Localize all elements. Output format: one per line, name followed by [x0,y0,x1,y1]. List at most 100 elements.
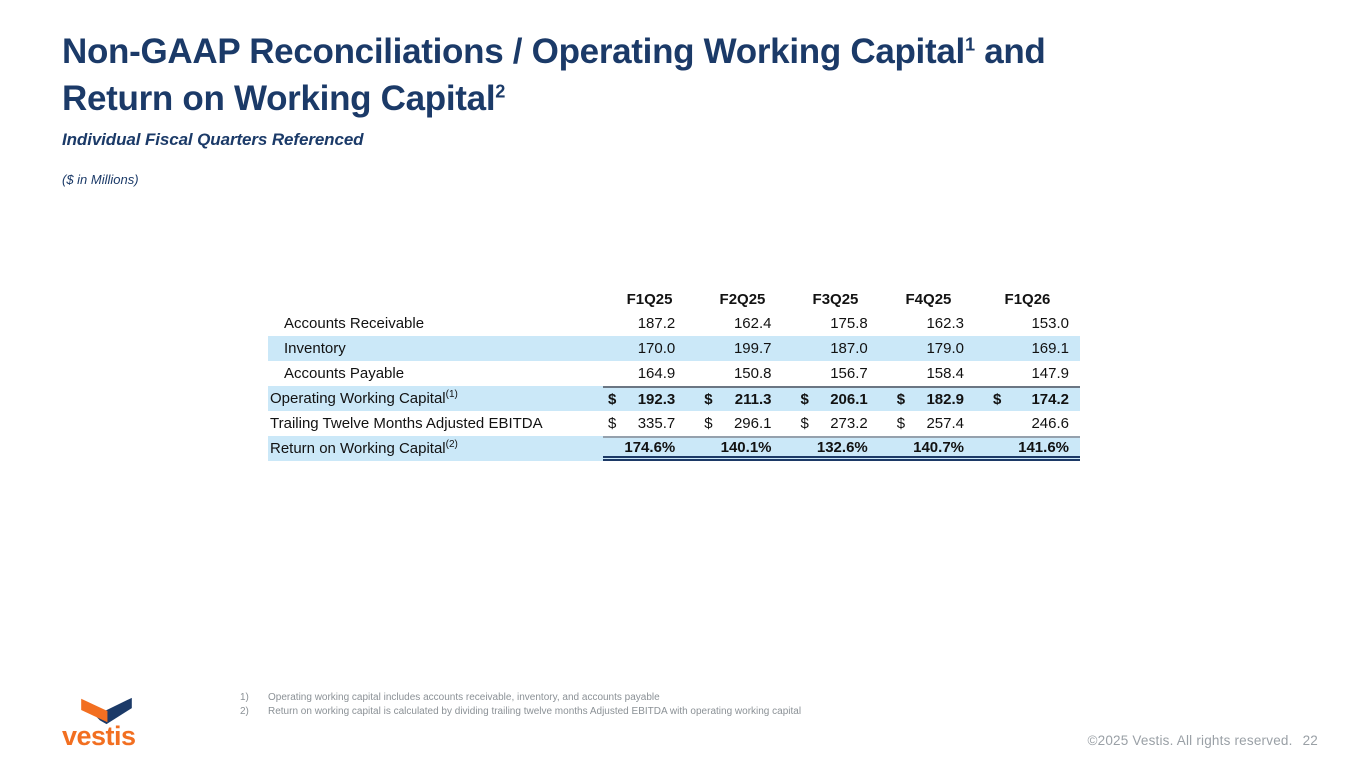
cell-value: 170.0 [637,340,676,357]
currency-symbol: $ [608,391,617,408]
column-header: F4Q25 [882,287,975,311]
column-header-label: F2Q25 [719,290,766,308]
currency-symbol: $ [896,415,906,432]
cell-value: 169.1 [1031,340,1069,357]
cell-value: 153.0 [1031,315,1069,332]
cell-value: 296.1 [733,415,772,432]
cell-value: 273.2 [830,415,868,432]
table-cell: 174.6% [603,438,699,456]
table-cell: $211.3 [699,388,795,411]
cell-value: 158.4 [926,365,964,382]
table-header-row: F1Q25 F2Q25 F3Q25 F4Q25 F1Q26 [268,287,1080,311]
page-title-line-1: Non-GAAP Reconciliations / Operating Wor… [62,28,1046,75]
row-label: Accounts Payable [284,365,405,382]
title-footnote-ref-2: 2 [495,81,506,102]
cell-value: 141.6% [1018,438,1069,456]
units-note: ($ in Millions) [62,172,139,187]
table-row-accounts-receivable: Accounts Receivable 187.2 162.4 175.8 16… [268,311,1080,336]
cell-value: 187.2 [637,315,676,332]
table-cell: $206.1 [796,388,892,411]
row-values: $192.3 $211.3 $206.1 $182.9 $174.2 [603,386,1080,411]
cell-value: 156.7 [830,365,868,382]
column-header: F2Q25 [696,287,789,311]
title-block: Non-GAAP Reconciliations / Operating Wor… [62,28,1046,187]
cell-value: 335.7 [637,415,676,432]
cell-value: 192.3 [637,391,676,408]
row-label: Return on Working Capital(2) [268,436,603,461]
cell-value: 257.4 [926,415,964,432]
table-cell: $174.2 [988,388,1080,411]
working-capital-table: F1Q25 F2Q25 F3Q25 F4Q25 F1Q26 Accounts R… [268,287,1080,461]
table-cell: 140.7% [892,438,988,456]
cell-value: 147.9 [1031,365,1069,382]
slide-subtitle: Individual Fiscal Quarters Referenced [62,130,364,149]
cell-value: 150.8 [733,365,772,382]
table-row-inventory: Inventory 170.0 199.7 187.0 179.0 169.1 [268,336,1080,361]
footnote-2: 2) Return on working capital is calculat… [240,705,801,719]
table-cell: $335.7 [603,411,699,436]
row-label-text: Return on Working Capital [270,440,446,457]
row-label: Inventory [284,340,346,357]
cell-value: 175.8 [830,315,868,332]
table-row-operating-working-capital: Operating Working Capital(1) $192.3 $211… [268,386,1080,411]
vestis-logo-mark-icon [81,697,132,725]
footnote-marker: 2) [240,705,249,717]
column-header-label: F1Q26 [1004,290,1051,308]
column-header: F3Q25 [789,287,882,311]
vestis-logo: vestis [62,695,148,751]
cell-value: 162.4 [733,315,772,332]
cell-value: 246.6 [1031,415,1069,432]
column-header-label: F1Q25 [626,290,673,308]
cell-value: 206.1 [830,391,868,408]
currency-symbol: $ [800,391,809,408]
table-cell: 187.2 [603,311,699,336]
table-row-ttm-adjusted-ebitda: Trailing Twelve Months Adjusted EBITDA $… [268,411,1080,436]
row-label-text: Operating Working Capital [270,390,446,407]
cell-value: 187.0 [830,340,868,357]
table-cell: 156.7 [796,361,892,386]
currency-symbol: $ [896,391,906,408]
footnote-text: Return on working capital is calculated … [268,705,802,717]
footnote-text: Operating working capital includes accou… [268,692,660,703]
table-cell: 187.0 [796,336,892,361]
copyright-text: ©2025 Vestis. All rights reserved. [1087,733,1293,748]
table-cell: 199.7 [699,336,795,361]
cell-value: 174.6% [624,438,676,456]
table-row-accounts-payable: Accounts Payable 164.9 150.8 156.7 158.4… [268,361,1080,386]
page-title: Non-GAAP Reconciliations / Operating Wor… [62,28,1046,122]
footnote-marker: 1) [240,692,249,703]
column-header-label: F4Q25 [905,290,952,308]
column-header: F1Q26 [975,287,1080,311]
table-cell: 162.3 [892,311,988,336]
column-header-label: F3Q25 [812,290,859,308]
slide-footer: ©2025 Vestis. All rights reserved. 22 [1087,733,1318,748]
table-cell: $192.3 [603,388,699,411]
table-cell: 175.8 [796,311,892,336]
table-cell: 170.0 [603,336,699,361]
page-title-line-2: Return on Working Capital2 [62,75,1046,122]
cell-value: 182.9 [926,391,964,408]
cell-value: 132.6% [816,438,868,456]
row-label: Operating Working Capital(1) [268,386,603,411]
row-values: 170.0 199.7 187.0 179.0 169.1 [603,336,1080,361]
currency-symbol: $ [704,415,713,432]
table-row-return-on-working-capital: Return on Working Capital(2) 174.6% 140.… [268,436,1080,461]
table-cell: 140.1% [699,438,795,456]
currency-symbol: $ [993,391,1002,408]
table-cell: 147.9 [988,361,1080,386]
footnote-ref: (1) [445,389,458,400]
row-values: 187.2 162.4 175.8 162.3 153.0 [603,311,1080,336]
table-cell: 158.4 [892,361,988,386]
title-text: and [974,32,1046,71]
footnote-1: 1) Operating working capital includes ac… [240,691,801,705]
cell-value: 174.2 [1031,391,1069,408]
footnotes: 1) Operating working capital includes ac… [240,691,801,718]
table-cell: 150.8 [699,361,795,386]
cell-value: 140.7% [913,438,964,456]
table-cell: $182.9 [892,388,988,411]
vestis-wordmark: vestis [62,721,136,751]
cell-value: 164.9 [637,365,676,382]
table-cell: 179.0 [892,336,988,361]
row-values: 164.9 150.8 156.7 158.4 147.9 [603,361,1080,386]
page-number: 22 [1302,733,1318,748]
